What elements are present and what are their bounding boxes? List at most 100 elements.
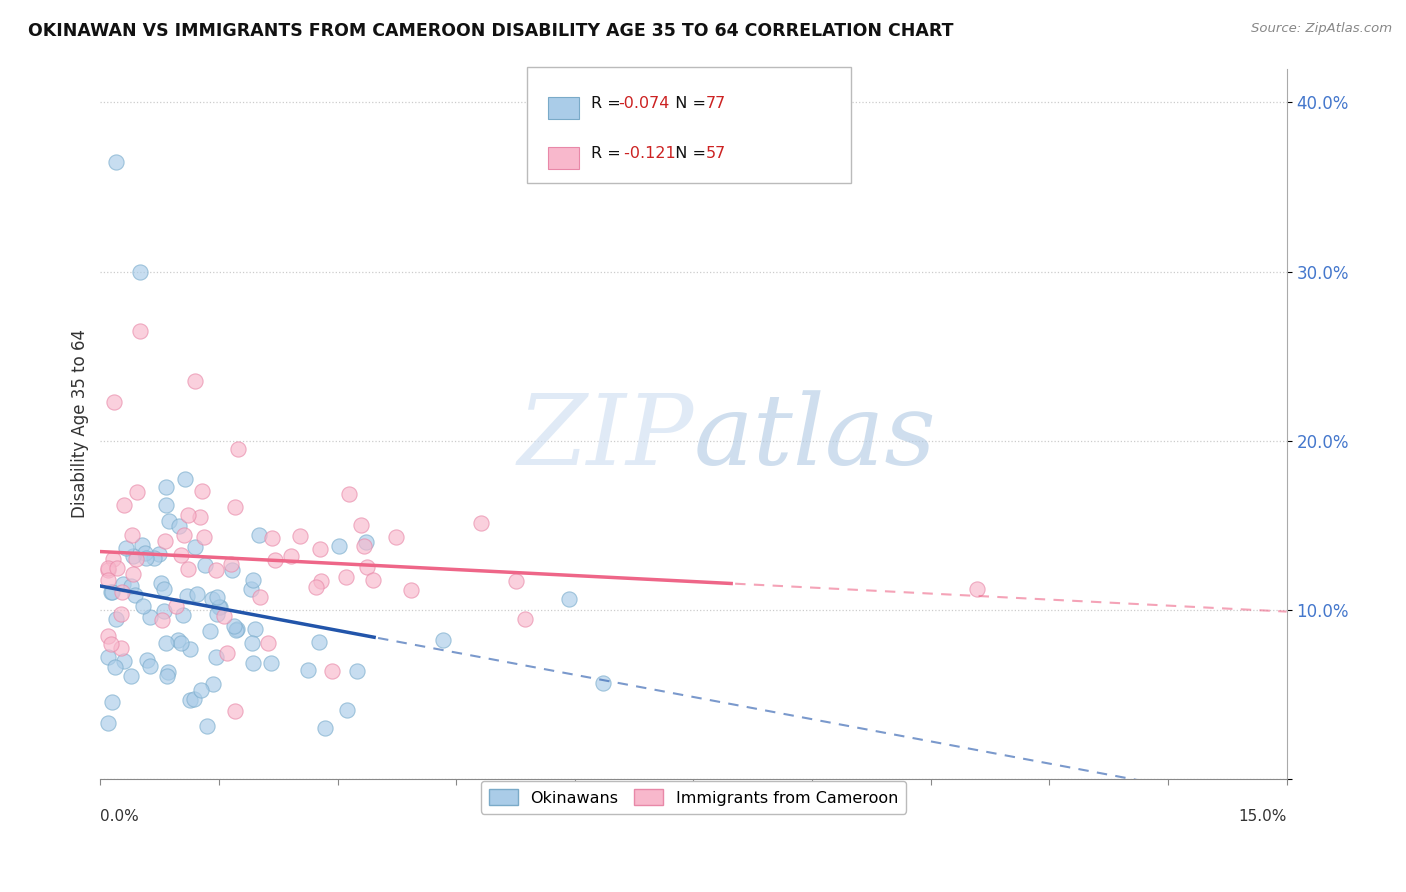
Point bbox=[249, 590, 271, 604]
Text: atlas: atlas bbox=[693, 391, 936, 485]
Point bbox=[105, 154, 128, 169]
Point bbox=[155, 480, 177, 494]
Y-axis label: Disability Age 35 to 64: Disability Age 35 to 64 bbox=[72, 329, 89, 518]
Point bbox=[104, 612, 127, 626]
Point bbox=[153, 604, 176, 618]
Text: 15.0%: 15.0% bbox=[1239, 810, 1286, 824]
Point bbox=[321, 665, 343, 679]
Point bbox=[350, 518, 373, 533]
Point bbox=[305, 580, 328, 594]
Point bbox=[515, 612, 537, 626]
Point bbox=[224, 705, 246, 719]
Point bbox=[97, 560, 120, 574]
Point bbox=[179, 693, 201, 707]
Point bbox=[205, 607, 228, 621]
Point bbox=[155, 636, 177, 650]
Point bbox=[309, 574, 332, 588]
Point bbox=[186, 587, 208, 601]
Point bbox=[107, 561, 129, 575]
Point bbox=[135, 653, 157, 667]
Point bbox=[131, 538, 153, 552]
Point bbox=[188, 509, 211, 524]
Point bbox=[184, 540, 207, 554]
Point bbox=[242, 573, 264, 587]
Point bbox=[156, 669, 179, 683]
Point bbox=[128, 324, 150, 338]
Text: Source: ZipAtlas.com: Source: ZipAtlas.com bbox=[1251, 22, 1392, 36]
Point bbox=[122, 549, 145, 564]
Text: ZIP: ZIP bbox=[517, 391, 693, 485]
Point bbox=[260, 531, 283, 545]
Point bbox=[384, 530, 406, 544]
Point bbox=[125, 552, 148, 566]
Point bbox=[97, 716, 120, 731]
Point bbox=[148, 547, 170, 561]
Point bbox=[505, 574, 527, 589]
Point bbox=[121, 528, 143, 542]
Point bbox=[193, 530, 215, 544]
Point bbox=[356, 560, 378, 574]
Point bbox=[966, 582, 988, 596]
Text: -0.121: -0.121 bbox=[619, 146, 675, 161]
Text: R =: R = bbox=[591, 146, 626, 161]
Point bbox=[245, 622, 267, 636]
Point bbox=[221, 563, 243, 577]
Point bbox=[173, 528, 195, 542]
Point bbox=[222, 619, 245, 633]
Point bbox=[225, 624, 247, 638]
Point bbox=[167, 519, 190, 533]
Point bbox=[155, 533, 177, 548]
Point bbox=[139, 658, 162, 673]
Point bbox=[97, 574, 120, 588]
Point bbox=[361, 573, 384, 587]
Point bbox=[100, 585, 122, 599]
Point bbox=[149, 576, 172, 591]
Point bbox=[224, 500, 246, 514]
Point bbox=[125, 485, 148, 500]
Point bbox=[240, 582, 263, 596]
Point bbox=[190, 484, 212, 499]
Point bbox=[97, 629, 120, 643]
Point bbox=[157, 514, 180, 528]
Point bbox=[337, 487, 360, 501]
Point bbox=[101, 584, 124, 599]
Point bbox=[226, 623, 249, 637]
Point bbox=[170, 635, 193, 649]
Point bbox=[219, 557, 242, 571]
Point bbox=[201, 591, 224, 606]
Point bbox=[217, 646, 239, 660]
Point bbox=[197, 719, 219, 733]
Point bbox=[183, 692, 205, 706]
Point bbox=[170, 549, 193, 563]
Point bbox=[176, 589, 198, 603]
Point bbox=[328, 539, 350, 553]
Point bbox=[134, 546, 156, 560]
Point bbox=[432, 632, 454, 647]
Point bbox=[128, 264, 150, 278]
Point bbox=[174, 472, 197, 486]
Text: R =: R = bbox=[591, 95, 626, 111]
Point bbox=[201, 677, 224, 691]
Point bbox=[257, 636, 280, 650]
Point bbox=[207, 591, 229, 605]
Text: N =: N = bbox=[665, 95, 711, 111]
Point bbox=[184, 375, 207, 389]
Point bbox=[290, 529, 312, 543]
Point bbox=[179, 641, 201, 656]
Point bbox=[112, 499, 135, 513]
Point bbox=[167, 632, 190, 647]
Point bbox=[103, 395, 125, 409]
Text: OKINAWAN VS IMMIGRANTS FROM CAMEROON DISABILITY AGE 35 TO 64 CORRELATION CHART: OKINAWAN VS IMMIGRANTS FROM CAMEROON DIS… bbox=[28, 22, 953, 40]
Point bbox=[399, 583, 422, 598]
Point bbox=[264, 553, 287, 567]
Point bbox=[208, 599, 231, 614]
Point bbox=[205, 563, 228, 577]
Point bbox=[165, 599, 187, 614]
Text: -0.074: -0.074 bbox=[619, 95, 671, 111]
Point bbox=[260, 656, 283, 670]
Point bbox=[177, 508, 200, 523]
Point bbox=[97, 649, 120, 664]
Point bbox=[111, 585, 134, 599]
Point bbox=[115, 541, 138, 556]
Point bbox=[153, 582, 176, 596]
